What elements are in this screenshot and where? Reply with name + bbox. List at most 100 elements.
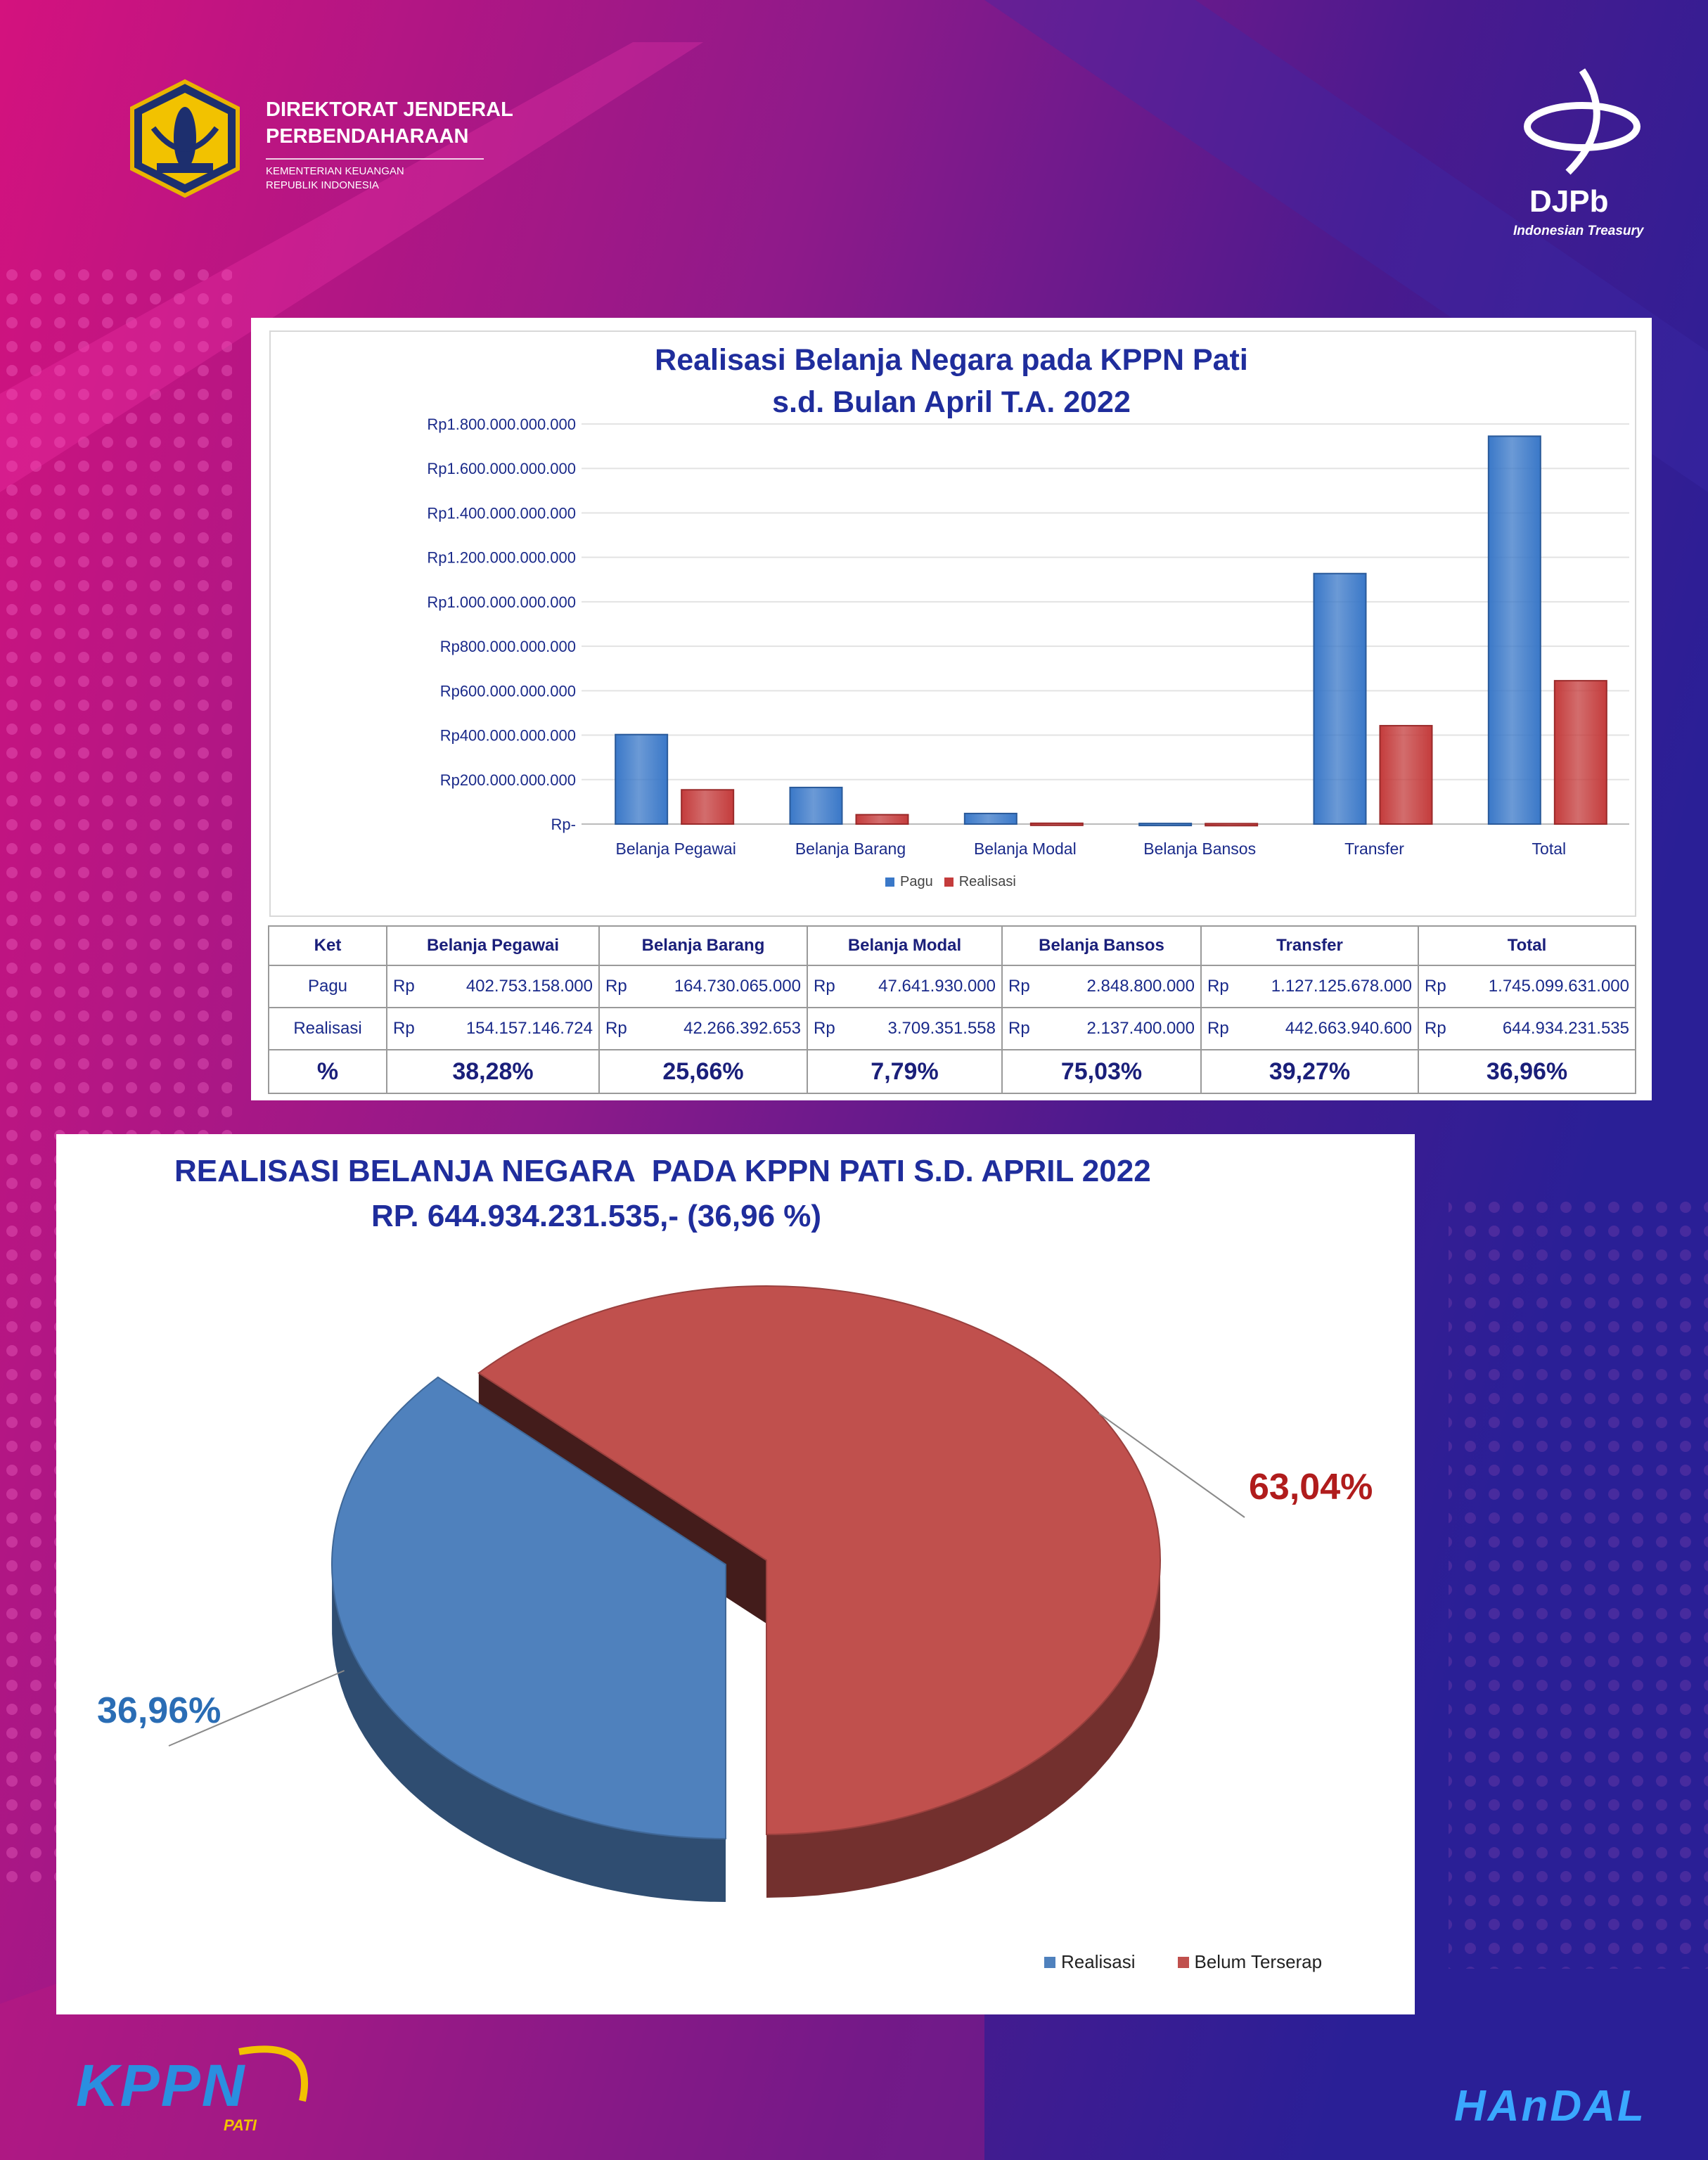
- table-cell: Rp 644.934.231.535: [1418, 1007, 1636, 1050]
- currency-label: Rp: [605, 977, 627, 996]
- x-tick-label: Belanja Bansos: [1143, 840, 1256, 858]
- pie-leader-line: [168, 1670, 345, 1747]
- bar-chart-panel: Realisasi Belanja Negara pada KPPN Pati …: [251, 318, 1652, 1100]
- percent-cell: 36,96%: [1418, 1049, 1636, 1094]
- ministry-line2: REPUBLIK INDONESIA: [266, 179, 379, 191]
- bar-realisasi: [1379, 725, 1433, 825]
- ministry-line1: KEMENTERIAN KEUANGAN: [266, 165, 404, 177]
- bar-chart-title-line2: s.d. Bulan April T.A. 2022: [772, 385, 1131, 419]
- handal-logo-text: HAnDAL: [1454, 2082, 1646, 2130]
- bar-realisasi: [855, 814, 909, 825]
- cell-value: 442.663.940.600: [1285, 1019, 1412, 1038]
- row-label: Realisasi: [268, 1007, 387, 1050]
- kppn-swoosh-icon: [238, 2045, 309, 2102]
- x-tick-label: Belanja Modal: [974, 840, 1077, 858]
- bar-pagu: [789, 786, 843, 825]
- currency-label: Rp: [393, 1019, 415, 1038]
- y-tick-label: Rp-: [551, 816, 576, 833]
- col-header: Belanja Pegawai: [386, 925, 600, 966]
- currency-label: Rp: [1008, 1019, 1030, 1038]
- currency-label: Rp: [605, 1019, 627, 1038]
- legend-realisasi-swatch: [944, 878, 953, 887]
- percent-cell: 38,28%: [386, 1049, 600, 1094]
- col-header: Belanja Barang: [598, 925, 808, 966]
- percent-cell: 7,79%: [807, 1049, 1003, 1094]
- currency-label: Rp: [1207, 977, 1229, 996]
- pie-chart-title-line2: RP. 644.934.231.535,- (36,96 %): [371, 1199, 822, 1233]
- bar-chart-frame: [269, 330, 1636, 917]
- legend-realisasi-label: Realisasi: [1061, 1951, 1136, 1972]
- table-row-pagu: Pagu Rp 402.753.158.000 Rp 164.730.065.000…: [268, 965, 1636, 1008]
- pie-slice-realisasi: [331, 1376, 726, 1840]
- legend-pagu-label: Pagu: [900, 874, 933, 889]
- y-tick-label: Rp800.000.000.000: [440, 638, 576, 655]
- x-tick-label: Belanja Pegawai: [615, 840, 736, 858]
- bar-pagu: [615, 733, 669, 825]
- pie-chart: [168, 1285, 1245, 1902]
- kppn-logo-text: KPPN: [76, 2052, 246, 2119]
- cell-value: 644.934.231.535: [1502, 1019, 1629, 1038]
- x-tick-label: Total: [1532, 840, 1567, 858]
- bar-realisasi: [1029, 822, 1084, 826]
- cell-value: 154.157.146.724: [465, 1019, 593, 1038]
- budget-table: Ket Belanja Pegawai Belanja Barang Belan…: [268, 925, 1636, 1094]
- pie-chart-panel: REALISASI BELANJA NEGARA PADA KPPN PATI …: [56, 1134, 1415, 2014]
- y-tick-label: Rp600.000.000.000: [440, 682, 576, 700]
- x-tick-label: Belanja Barang: [795, 840, 906, 858]
- bar-pagu: [963, 812, 1017, 825]
- table-row-realisasi: Realisasi Rp 154.157.146.724 Rp 42.266.392…: [268, 1007, 1636, 1050]
- djpb-logo-icon: [1524, 68, 1640, 175]
- header-divider: [266, 158, 484, 160]
- bar-pagu: [1487, 435, 1541, 825]
- col-header: Total: [1418, 925, 1636, 966]
- row-label: Pagu: [268, 965, 387, 1008]
- bar-realisasi: [1205, 823, 1259, 827]
- y-tick-label: Rp1.600.000.000.000: [427, 460, 576, 477]
- col-header: Belanja Modal: [807, 925, 1003, 966]
- table-header-row: Ket Belanja Pegawai Belanja Barang Belan…: [268, 925, 1636, 966]
- table-row-percent: % 38,28% 25,66% 7,79% 75,03% 39,27% 36,9…: [268, 1049, 1636, 1094]
- row-label: %: [268, 1049, 387, 1094]
- table-cell: Rp 1.745.099.631.000: [1418, 965, 1636, 1008]
- cell-value: 1.745.099.631.000: [1488, 977, 1629, 996]
- bar-realisasi: [681, 789, 735, 825]
- x-tick-label: Transfer: [1344, 840, 1404, 858]
- cell-value: 2.137.400.000: [1086, 1019, 1195, 1038]
- kemenkeu-emblem-icon: [130, 79, 240, 198]
- cell-value: 42.266.392.653: [683, 1019, 801, 1038]
- currency-label: Rp: [814, 977, 835, 996]
- bar-realisasi: [1553, 680, 1607, 825]
- y-tick-label: Rp1.200.000.000.000: [427, 549, 576, 567]
- currency-label: Rp: [1008, 977, 1030, 996]
- table-cell: Rp 164.730.065.000: [598, 965, 808, 1008]
- cell-value: 2.848.800.000: [1086, 977, 1195, 996]
- pie-legend: Realisasi Belum Terserap: [1044, 1951, 1322, 1973]
- percent-cell: 25,66%: [598, 1049, 808, 1094]
- table-cell: Rp 402.753.158.000: [386, 965, 600, 1008]
- djpb-logo-subtitle: Indonesian Treasury: [1513, 224, 1644, 238]
- currency-label: Rp: [1425, 1019, 1446, 1038]
- bar-chart: Rp- Rp200.000.000.000 Rp400.000.000.000 Rp6…: [427, 416, 1629, 858]
- table-cell: Rp 2.137.400.000: [1001, 1007, 1202, 1050]
- col-header: Transfer: [1200, 925, 1419, 966]
- legend-belum-terserap-label: Belum Terserap: [1194, 1951, 1323, 1972]
- legend-pagu-swatch: [885, 878, 894, 887]
- y-tick-label: Rp400.000.000.000: [440, 727, 576, 745]
- pie-leader-line: [1098, 1413, 1245, 1518]
- table-cell: Rp 42.266.392.653: [598, 1007, 808, 1050]
- table-cell: Rp 47.641.930.000: [807, 965, 1003, 1008]
- percent-cell: 75,03%: [1001, 1049, 1202, 1094]
- legend-realisasi-label: Realisasi: [958, 874, 1016, 889]
- bar-chart-title-line1: Realisasi Belanja Negara pada KPPN Pati: [655, 343, 1248, 377]
- table-cell: Rp 3.709.351.558: [807, 1007, 1003, 1050]
- pie-slice-belum-terserap: [477, 1285, 1161, 1836]
- bar-legend: Pagu Realisasi: [885, 874, 1016, 890]
- currency-label: Rp: [1425, 977, 1446, 996]
- table-cell: Rp 1.127.125.678.000: [1200, 965, 1419, 1008]
- cell-value: 402.753.158.000: [465, 977, 593, 996]
- currency-label: Rp: [393, 977, 415, 996]
- y-tick-label: Rp1.000.000.000.000: [427, 593, 576, 611]
- table-cell: Rp 442.663.940.600: [1200, 1007, 1419, 1050]
- col-header: Ket: [268, 925, 387, 966]
- org-name-line1: DIREKTORAT JENDERAL: [266, 98, 513, 121]
